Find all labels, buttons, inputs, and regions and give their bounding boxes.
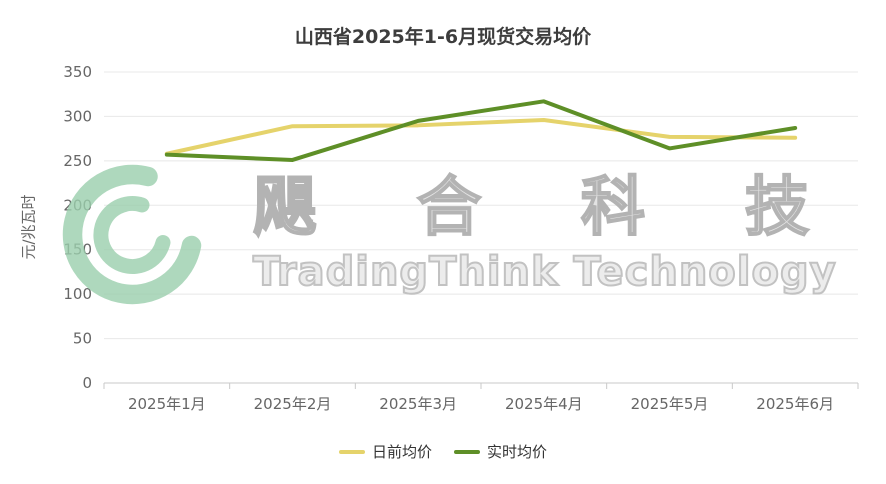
svg-text:50: 50	[73, 330, 92, 348]
legend-label-day-ahead: 日前均价	[371, 443, 432, 461]
legend: 日前均价 实时均价	[0, 441, 886, 462]
svg-text:2025年5月: 2025年5月	[631, 395, 709, 413]
svg-text:2025年6月: 2025年6月	[756, 395, 834, 413]
legend-item-realtime[interactable]: 实时均价	[454, 441, 547, 462]
svg-text:2025年4月: 2025年4月	[505, 395, 583, 413]
svg-text:150: 150	[63, 241, 92, 259]
y-axis-label: 元/兆瓦时	[19, 194, 38, 260]
svg-text:250: 250	[63, 152, 92, 170]
legend-label-realtime: 实时均价	[487, 443, 548, 461]
svg-text:0: 0	[82, 374, 92, 392]
svg-text:2025年2月: 2025年2月	[254, 395, 332, 413]
legend-swatch-realtime	[454, 449, 480, 454]
svg-text:350: 350	[63, 63, 92, 81]
svg-text:300: 300	[63, 107, 92, 125]
chart-title: 山西省2025年1-6月现货交易均价	[294, 26, 592, 48]
legend-item-day-ahead[interactable]: 日前均价	[338, 441, 432, 462]
legend-swatch-day-ahead	[338, 449, 365, 454]
svg-text:2025年1月: 2025年1月	[128, 395, 206, 413]
svg-text:2025年3月: 2025年3月	[379, 395, 457, 413]
svg-text:100: 100	[63, 285, 92, 303]
svg-text:200: 200	[63, 196, 92, 214]
